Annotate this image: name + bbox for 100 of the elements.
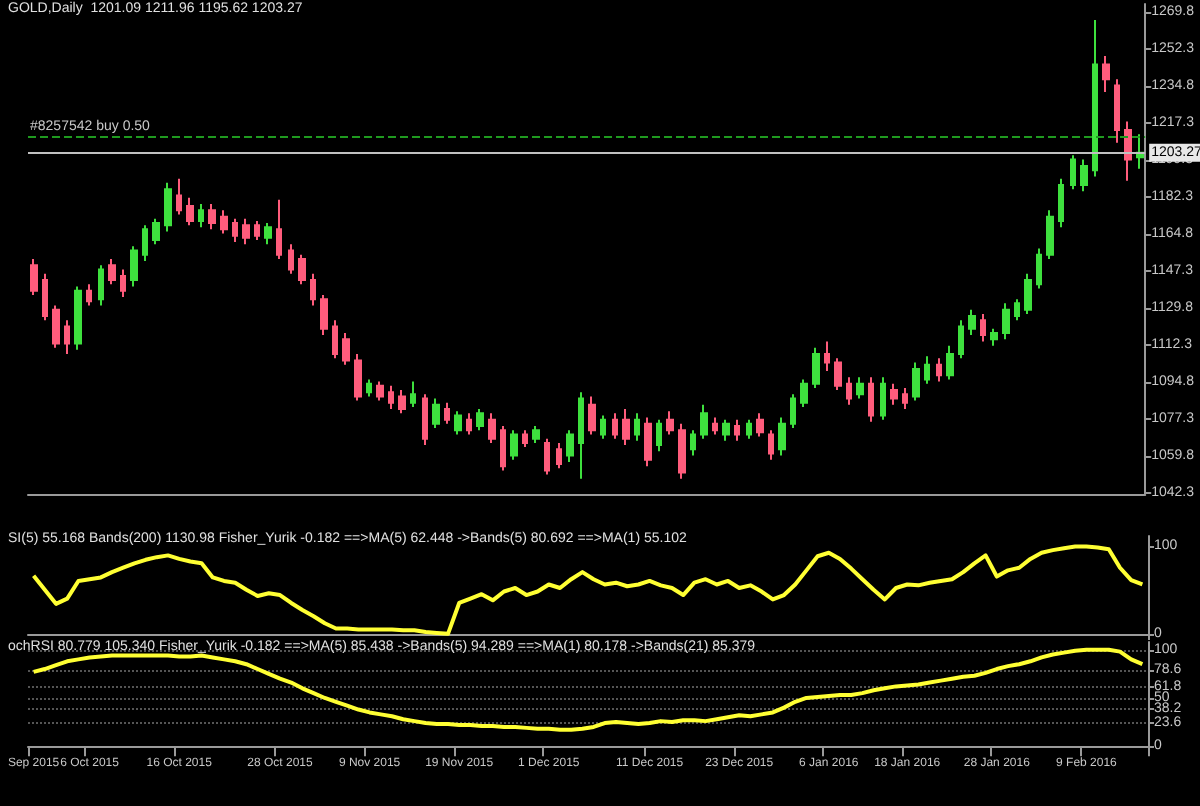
- candlestick: [142, 224, 148, 263]
- candlestick: [880, 376, 886, 421]
- candlestick: [388, 384, 394, 411]
- candlestick: [946, 344, 954, 381]
- candlestick: [846, 376, 852, 406]
- candlestick: [30, 257, 38, 296]
- candlestick: [790, 393, 796, 430]
- candlestick: [912, 361, 920, 402]
- candlestick: [556, 441, 562, 470]
- candlestick: [164, 181, 172, 233]
- candlestick: [1102, 55, 1110, 93]
- candlestick: [666, 410, 674, 436]
- candlestick: [734, 418, 740, 442]
- candlestick: [64, 319, 70, 356]
- candlestick: [812, 346, 820, 389]
- candlestick: [722, 418, 730, 442]
- candlestick: [510, 429, 518, 461]
- candlestick: [1024, 272, 1032, 315]
- candlestick: [768, 429, 774, 461]
- candlestick: [398, 389, 406, 415]
- candlestick: [74, 285, 82, 351]
- candlestick: [532, 424, 540, 444]
- candlestick: [422, 393, 428, 447]
- candlestick: [522, 429, 528, 449]
- candlestick: [232, 217, 238, 244]
- candlestick: [612, 412, 618, 440]
- candlestick: [690, 429, 696, 457]
- candlestick: [634, 412, 640, 442]
- candlestick: [264, 222, 272, 246]
- candlestick: [500, 424, 506, 472]
- candlestick: [1092, 19, 1098, 178]
- candlestick: [578, 391, 584, 480]
- candlestick: [588, 395, 596, 436]
- candlestick: [1002, 302, 1010, 341]
- candlestick: [342, 331, 350, 366]
- candlestick: [656, 418, 662, 453]
- candlestick: [600, 414, 606, 440]
- candlestick: [276, 198, 282, 260]
- candlestick: [332, 319, 338, 360]
- candlestick: [544, 437, 550, 476]
- candlestick: [1080, 158, 1088, 193]
- candlestick: [1014, 298, 1020, 322]
- candlestick: [376, 380, 384, 402]
- candlestick: [1124, 120, 1132, 182]
- candlestick: [924, 355, 930, 385]
- candlestick: [756, 412, 764, 438]
- candlestick: [990, 327, 998, 347]
- candlestick: [1070, 154, 1076, 191]
- candlestick: [824, 340, 830, 373]
- candlestick: [936, 357, 942, 383]
- candlestick: [678, 422, 686, 480]
- candlestick: [354, 353, 362, 402]
- candlestick: [488, 412, 496, 444]
- candlestick: [98, 264, 104, 307]
- candlestick: [298, 253, 306, 286]
- candlestick: [622, 408, 630, 447]
- candlestick: [108, 257, 116, 286]
- candlestick: [958, 319, 964, 360]
- candlestick: [700, 403, 708, 440]
- candlestick: [968, 308, 976, 337]
- candlestick: [1114, 78, 1120, 144]
- candlestick: [176, 177, 182, 216]
- candlestick: [566, 429, 574, 463]
- candlestick: [890, 382, 898, 406]
- candlestick: [320, 293, 328, 337]
- candlestick: [834, 357, 842, 392]
- candlestick: [1036, 247, 1042, 290]
- candlestick: [1046, 209, 1054, 260]
- candlestick: [288, 243, 294, 275]
- candlestick: [1058, 177, 1064, 229]
- candlestick: [220, 209, 228, 235]
- candlestick: [310, 272, 316, 307]
- candlestick: [476, 408, 484, 432]
- candlestick: [444, 401, 450, 425]
- candlestick: [746, 418, 752, 440]
- candlestick: [198, 203, 204, 229]
- candlestick: [454, 410, 462, 436]
- candlestick: [242, 217, 250, 246]
- candlestick: [254, 219, 260, 241]
- candlestick: [868, 376, 874, 423]
- candlestick: [410, 380, 416, 408]
- candlestick: [52, 304, 60, 349]
- candlestick: [712, 416, 718, 436]
- candlestick: [120, 268, 126, 299]
- candlestick: [432, 397, 440, 430]
- candlestick: [208, 203, 216, 231]
- candlestick: [186, 196, 194, 227]
- candlestick: [1136, 133, 1144, 170]
- candlestick: [152, 217, 160, 246]
- candlestick: [856, 376, 864, 400]
- candlestick: [366, 378, 372, 398]
- candlestick: [644, 416, 652, 468]
- candlestick: [980, 312, 986, 343]
- candlestick: [130, 245, 138, 288]
- candlestick: [778, 416, 786, 457]
- candlestick: [86, 283, 92, 307]
- candlestick: [466, 412, 472, 436]
- candlestick: [902, 386, 908, 411]
- candlestick: [800, 378, 808, 408]
- candlestick: [42, 272, 48, 322]
